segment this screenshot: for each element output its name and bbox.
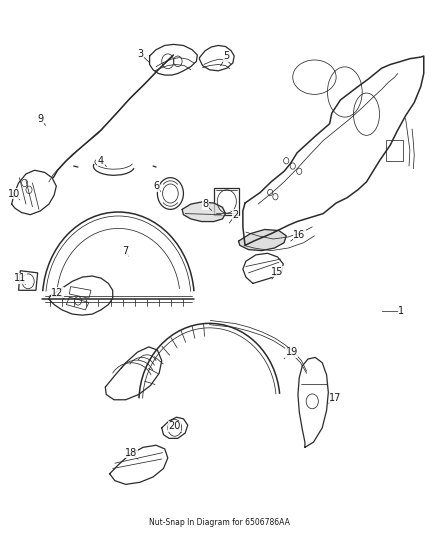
Text: 18: 18 (125, 448, 138, 458)
Text: 11: 11 (14, 273, 26, 283)
Text: 15: 15 (272, 267, 284, 277)
Text: 16: 16 (293, 230, 305, 240)
Text: 6: 6 (153, 181, 159, 191)
Text: 8: 8 (202, 199, 208, 209)
Polygon shape (182, 202, 226, 222)
Text: Nut-Snap In Diagram for 6506786AA: Nut-Snap In Diagram for 6506786AA (148, 518, 290, 527)
Text: 12: 12 (51, 288, 64, 298)
Text: 7: 7 (123, 246, 129, 256)
Text: 3: 3 (137, 49, 143, 59)
Text: 9: 9 (37, 115, 43, 125)
Text: 20: 20 (169, 421, 181, 431)
Text: 1: 1 (398, 306, 404, 317)
Text: 2: 2 (233, 209, 239, 220)
Text: 10: 10 (8, 189, 20, 198)
Text: 5: 5 (224, 51, 230, 61)
Polygon shape (239, 230, 286, 251)
Text: 4: 4 (98, 156, 104, 166)
Text: 19: 19 (286, 347, 298, 357)
Text: 17: 17 (329, 393, 342, 402)
